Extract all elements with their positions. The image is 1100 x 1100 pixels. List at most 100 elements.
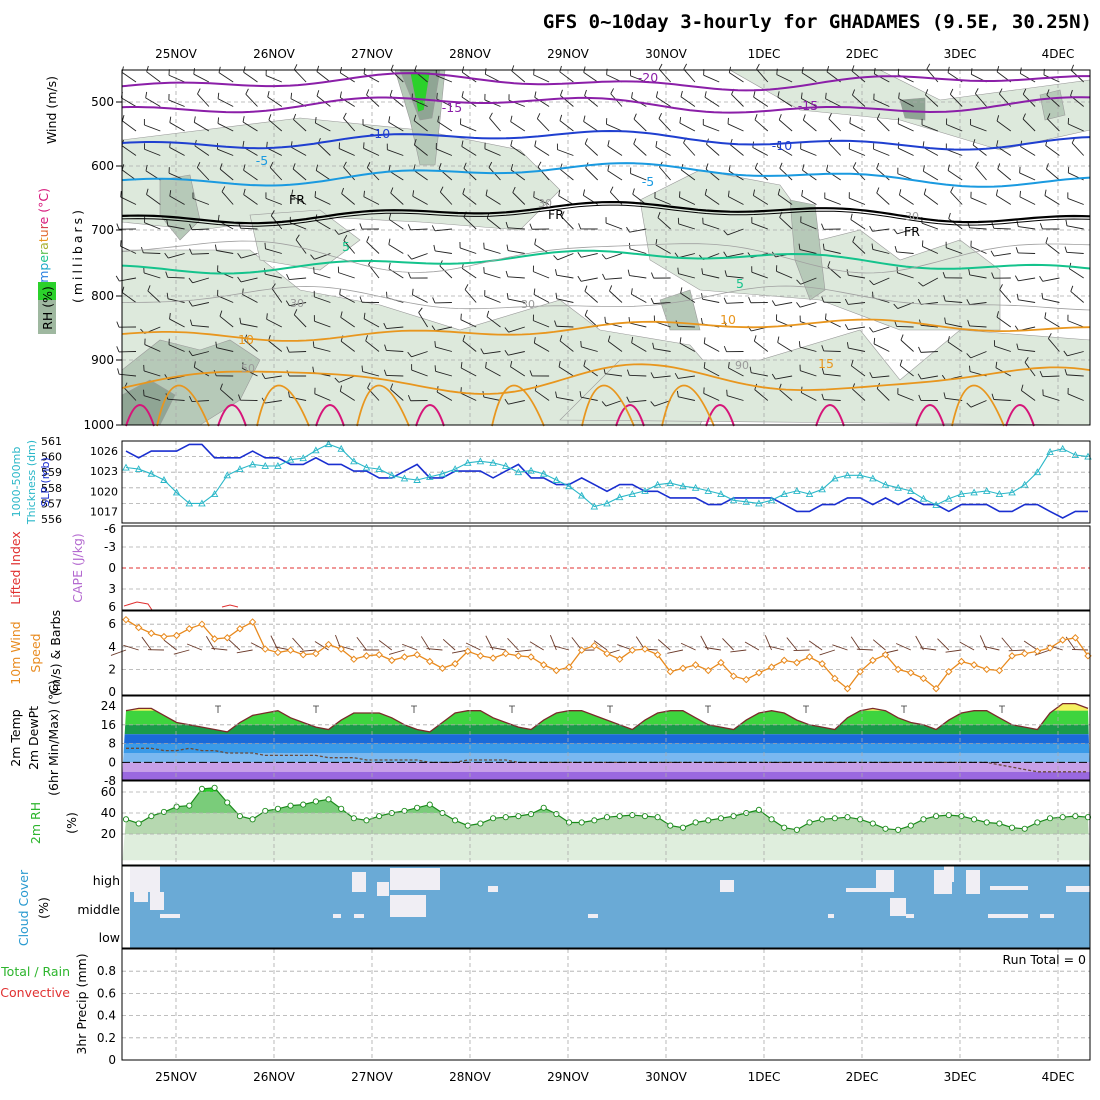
li-line (123, 601, 153, 611)
thickness-point (793, 486, 801, 494)
wind10m-barb (292, 637, 304, 651)
rh-point (1059, 814, 1066, 821)
wind-barb (461, 268, 477, 279)
wind-barb (560, 95, 574, 107)
wind-barb (439, 265, 453, 279)
wind-barb-flag (679, 337, 682, 344)
wind-barb-flag (630, 288, 633, 295)
warm-contour (415, 404, 445, 427)
rh-point (1009, 824, 1016, 831)
wind-barb (436, 391, 453, 401)
wind-barb (169, 147, 185, 156)
thickness-point (286, 455, 295, 463)
wind-barb (366, 241, 380, 254)
wind-barb-flag (512, 186, 516, 193)
wind-barb (295, 239, 307, 254)
ytick-label: 800 (91, 289, 114, 303)
wind-barb-flag (341, 187, 345, 194)
wind-barb-flag (869, 280, 875, 286)
wind-barb (753, 96, 769, 107)
rh-point (426, 801, 433, 808)
wind-barb (558, 366, 574, 377)
chart-title: GFS 0~10day 3-hourly for GHADAMES (9.5E,… (543, 11, 1092, 33)
rh-point (464, 822, 471, 829)
thickness-point (603, 499, 611, 507)
wind-barb (999, 289, 1012, 303)
clear-sky-block (134, 892, 148, 902)
wind-barb (196, 167, 210, 181)
wind-barb (245, 93, 258, 107)
wind-barb-flag (724, 270, 728, 277)
wind-barb-flag (366, 236, 370, 242)
wind-speed-point (742, 675, 750, 684)
wind-barb-flag (510, 115, 513, 122)
wind10m-barb (356, 636, 367, 651)
wind-barb-flag (844, 324, 849, 330)
wind-barb-flag (533, 337, 536, 344)
wind-barb (629, 400, 647, 403)
wind-barb (876, 118, 890, 132)
wind-barb (799, 249, 817, 254)
wind-speed-point (147, 629, 156, 637)
wind-barb (993, 227, 1011, 230)
slp-label: SLP (mb) (39, 457, 52, 507)
wind-barb-flag (291, 189, 294, 196)
wind-barb (1020, 146, 1036, 156)
wind10m-barb (744, 641, 760, 651)
wind-barb-flag (966, 353, 972, 359)
wind-barb-flag (485, 361, 487, 368)
wind-barb-flag (219, 383, 223, 390)
wind10m-barb (1071, 648, 1089, 651)
wind-barb (897, 393, 914, 401)
wind-barb-flag (146, 188, 149, 195)
rh-point (983, 819, 990, 826)
wind-barb-flag (1016, 343, 1019, 350)
wind-barb (800, 277, 817, 285)
wind10m-barb (667, 649, 684, 654)
rh-point (249, 816, 256, 823)
wind-barb-flag (844, 298, 849, 305)
wind-barb (754, 340, 769, 352)
wind-barb (266, 318, 283, 328)
thickness-point (527, 466, 535, 474)
freezing-contour (121, 204, 1091, 227)
wind-barb (1019, 196, 1036, 205)
rh-point (363, 817, 370, 824)
dewpoint-line (126, 747, 1088, 773)
wind-barb-flag (312, 341, 315, 348)
wind-barb (926, 68, 939, 83)
ytick-label: 557 (41, 497, 62, 510)
wind-barb (533, 320, 550, 328)
wind-speed-point (476, 652, 485, 660)
wind-barb-flag (777, 91, 780, 98)
wind10m-barb (186, 643, 203, 651)
wind-barb (849, 148, 866, 156)
wind-barb (459, 247, 477, 254)
thickness-label: 1000-500mb (10, 447, 23, 518)
wind-barb-flag (997, 163, 1001, 170)
rh-point (920, 816, 927, 823)
wind-barb-flag (242, 116, 245, 123)
wind-barb-flag (1044, 189, 1047, 196)
wind-barb (143, 370, 161, 377)
wind-barb (556, 274, 574, 279)
wind-barb-flag (723, 297, 727, 304)
wind-barb (339, 294, 355, 303)
wind-barb-flag (852, 236, 856, 242)
wind-barb (920, 324, 938, 328)
wind-barb (848, 347, 866, 352)
rh-point (692, 819, 699, 826)
temp-contour-loop (661, 384, 715, 427)
wind-speed-point (527, 653, 535, 661)
wind-barb-flag (968, 268, 971, 276)
wind-barb-flag (286, 346, 290, 353)
wind-barb-flag (339, 91, 342, 98)
wind-barb (191, 400, 209, 403)
clear-sky-block (354, 914, 364, 918)
thickness-point (274, 462, 282, 469)
wind-barb-flag (633, 138, 637, 145)
clear-sky-block (966, 870, 980, 894)
wind-barb (412, 195, 428, 205)
wind10m-barb (819, 649, 835, 656)
clear-sky-block (588, 914, 598, 918)
